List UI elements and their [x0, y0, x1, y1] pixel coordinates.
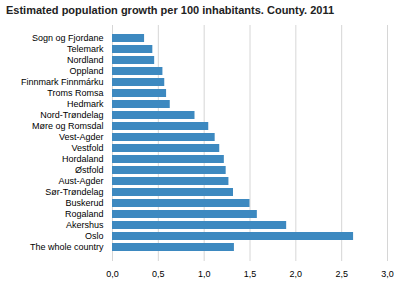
- svg-text:Buskerud: Buskerud: [65, 198, 103, 208]
- svg-text:Finnmark Finnmárku: Finnmark Finnmárku: [21, 77, 104, 87]
- svg-text:2,0: 2,0: [290, 269, 303, 279]
- svg-text:Troms Romsa: Troms Romsa: [47, 88, 103, 98]
- svg-text:0,5: 0,5: [152, 269, 165, 279]
- svg-text:Vest-Agder: Vest-Agder: [59, 132, 104, 142]
- svg-text:Oppland: Oppland: [69, 66, 103, 76]
- svg-text:Møre og Romsdal: Møre og Romsdal: [32, 121, 104, 131]
- svg-text:Telemark: Telemark: [67, 44, 104, 54]
- svg-text:Østfold: Østfold: [75, 165, 104, 175]
- svg-text:Aust-Agder: Aust-Agder: [58, 176, 103, 186]
- svg-text:2,5: 2,5: [335, 269, 348, 279]
- svg-text:Sogn og Fjordane: Sogn og Fjordane: [32, 33, 104, 43]
- svg-text:3,0: 3,0: [381, 269, 394, 279]
- svg-text:0,0: 0,0: [106, 269, 119, 279]
- svg-text:Nord-Trøndelag: Nord-Trøndelag: [40, 110, 103, 120]
- svg-text:Hedmark: Hedmark: [67, 99, 104, 109]
- svg-text:Nordland: Nordland: [67, 55, 104, 65]
- svg-text:1,0: 1,0: [198, 269, 211, 279]
- svg-text:Vestfold: Vestfold: [71, 143, 103, 153]
- svg-text:Hordaland: Hordaland: [62, 154, 104, 164]
- svg-text:Oslo: Oslo: [85, 231, 104, 241]
- svg-text:Rogaland: Rogaland: [65, 209, 104, 219]
- html-text:Estimated population growth pe: Estimated population growth per 100 inha…: [6, 4, 334, 16]
- svg-text:1,5: 1,5: [244, 269, 257, 279]
- svg-text:The whole country: The whole country: [30, 242, 104, 252]
- svg-text:Sør-Trøndelag: Sør-Trøndelag: [45, 187, 103, 197]
- svg-text:Akershus: Akershus: [66, 220, 104, 230]
